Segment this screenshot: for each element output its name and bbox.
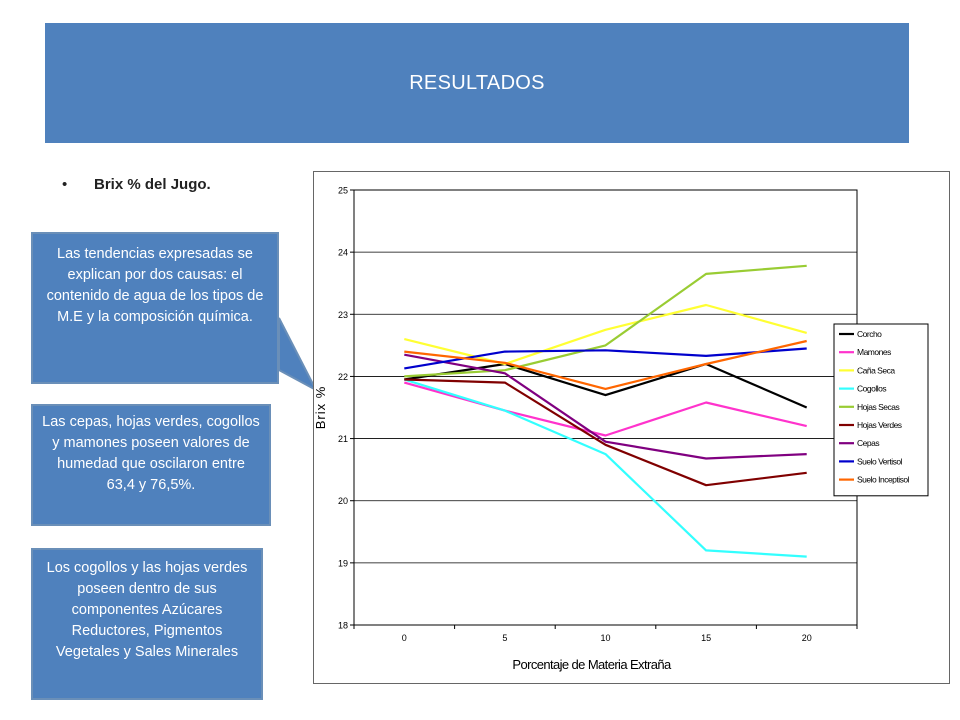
page-title: RESULTADOS	[409, 71, 545, 94]
legend-label: Hojas Secas	[857, 402, 899, 412]
series-line-hojas-secas	[404, 264, 807, 378]
x-tick-label: 15	[701, 633, 711, 643]
legend-label: Cogollos	[857, 384, 886, 394]
series-line-cepas	[404, 353, 807, 460]
y-tick-label: 21	[338, 434, 348, 444]
legend-label: Mamones	[857, 347, 891, 357]
series-line-cogollos	[403, 378, 807, 558]
brix-line-chart: 18 19 20 21 22 23 24 25 0 5 10 15 20 Porcentaje de Ma…	[313, 186, 929, 672]
bullet-item: • Brix % del Jugo.	[62, 176, 211, 193]
chart-frame: 18 19 20 21 22 23 24 25 0 5 10 15 20 Porcentaje de Ma…	[313, 171, 950, 684]
x-tick-label: 5	[502, 633, 507, 643]
legend-label: Hojas Verdes	[857, 420, 902, 430]
y-tick-label: 18	[338, 621, 348, 631]
x-tick-label: 0	[402, 633, 407, 643]
y-axis-label: Brix %	[314, 386, 328, 430]
y-tick-label: 19	[338, 558, 348, 568]
y-tick-label: 23	[338, 310, 348, 320]
callout-components: Los cogollos y las hojas verdes poseen d…	[31, 548, 263, 700]
title-bar: RESULTADOS	[45, 23, 909, 143]
x-tick-label: 10	[600, 633, 610, 643]
y-tick-label: 25	[338, 186, 348, 196]
y-tick-label: 24	[338, 248, 348, 258]
bullet-dot-icon: •	[62, 176, 68, 193]
series-line-suelo-inceptisol	[404, 339, 807, 390]
series-line-hojas-verdes	[404, 378, 807, 487]
series-line-suelo-vertisol	[404, 347, 807, 370]
callout-causes: Las tendencias expresadas se explican po…	[31, 232, 279, 384]
legend-label: Caña Seca	[857, 365, 895, 375]
legend-box	[833, 323, 929, 497]
plot-area	[353, 189, 858, 626]
series-line-corcho	[404, 362, 808, 409]
legend-label: Corcho	[857, 329, 882, 339]
callout-1-tail	[278, 317, 319, 393]
callout-humidity: Las cepas, hojas verdes, cogollos y mamo…	[31, 404, 271, 526]
legend-label: Suelo Inceptisol	[857, 475, 910, 485]
series-line-ca-a-seca	[404, 303, 807, 366]
legend-label: Cepas	[857, 438, 879, 448]
x-tick-label: 20	[802, 633, 812, 643]
x-axis-label: Porcentaje de Materia Extraña	[512, 657, 672, 672]
bullet-text: Brix % del Jugo.	[94, 176, 211, 193]
legend-label: Suelo Vertisol	[857, 456, 903, 466]
y-tick-label: 20	[338, 496, 348, 506]
y-tick-label: 22	[338, 372, 348, 382]
